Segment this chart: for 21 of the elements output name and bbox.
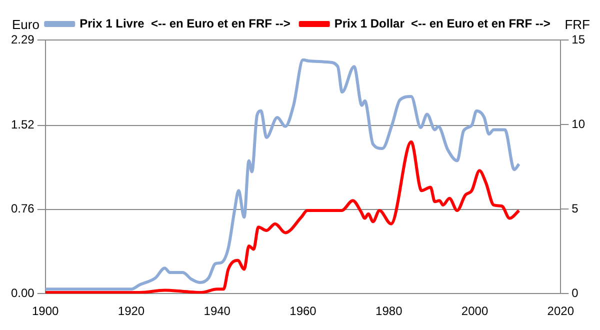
x-tick-label: 1960 [290, 304, 317, 318]
x-tick-label: 1920 [118, 304, 145, 318]
y2-axis-title: FRF [564, 17, 590, 32]
x-tick-label: 1940 [204, 304, 231, 318]
x-tick-label: 2020 [547, 304, 574, 318]
y2-tick-label: 0 [572, 286, 579, 300]
y2-tick-label: 5 [572, 201, 579, 216]
line-series [45, 140, 520, 294]
y2-tick-label: 15 [572, 32, 586, 46]
line-series [45, 58, 520, 291]
y-tick-label: 0.00 [10, 286, 35, 300]
y-tick-label: 0.76 [10, 202, 35, 216]
y-axis-title: Euro [12, 17, 40, 32]
x-tick-label: 1980 [376, 304, 403, 318]
legend-label: Prix 1 Dollar <-- en Euro et en FRF --> [334, 16, 550, 30]
y-tick-label: 2.29 [10, 32, 35, 46]
y-tick-label: 1.52 [10, 118, 35, 132]
legend-label: Prix 1 Livre <-- en Euro et en FRF --> [80, 16, 290, 30]
y2-tick-label: 10 [572, 116, 586, 131]
x-tick-label: 2000 [461, 304, 488, 318]
x-tick-label: 1900 [32, 304, 60, 318]
